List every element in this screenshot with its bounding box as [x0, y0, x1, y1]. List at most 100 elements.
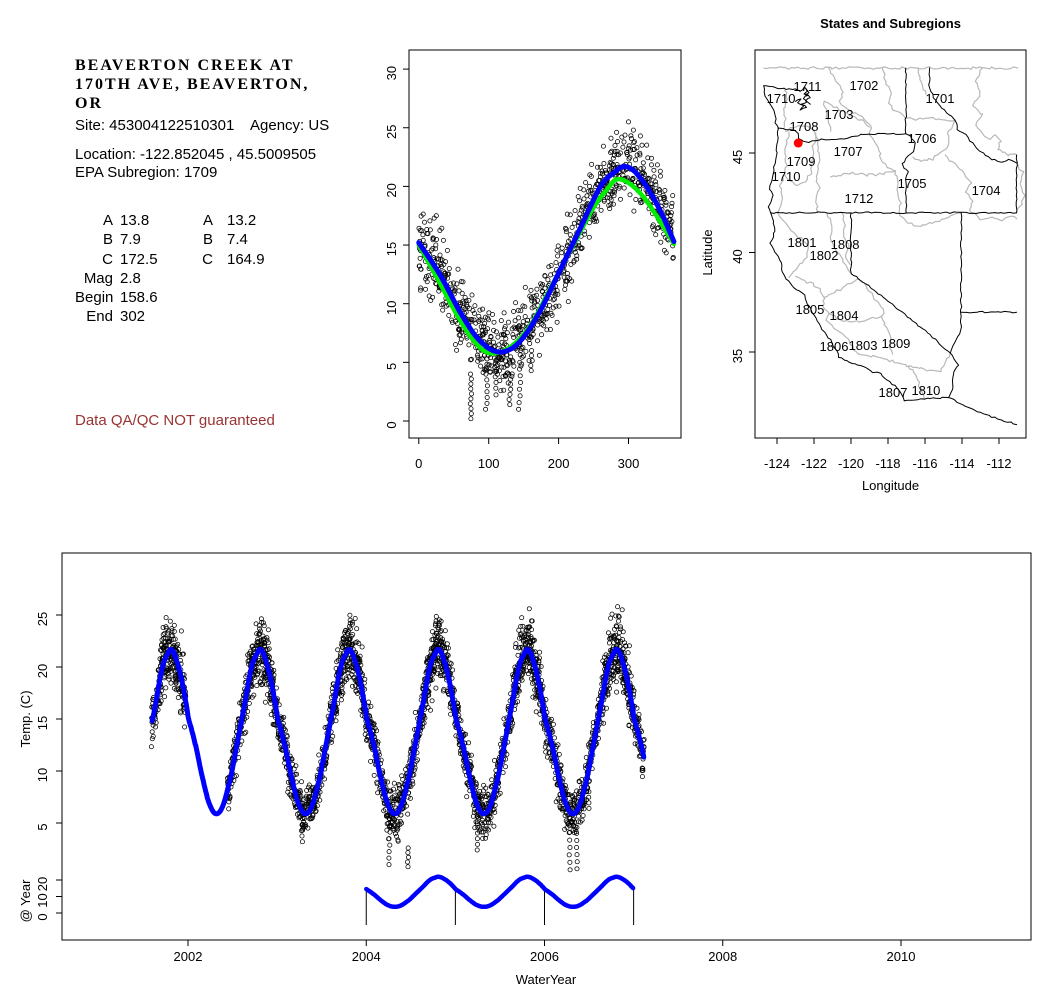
y-tick-label: 10 [384, 300, 399, 314]
data-point [433, 685, 439, 691]
data-point [163, 685, 169, 691]
data-point [254, 683, 260, 689]
y-tick-label: 45 [730, 150, 745, 164]
data-point [433, 614, 439, 619]
data-point [538, 318, 544, 324]
subregion-boundary [972, 67, 1018, 157]
map-title: States and Subregions [820, 16, 961, 31]
data-point [619, 607, 625, 613]
parameter-value: 7.9 [120, 231, 141, 249]
data-point [471, 310, 477, 316]
data-point [515, 307, 521, 313]
parameter-value: 13.2 [227, 212, 257, 229]
data-point [491, 319, 497, 325]
data-point [634, 145, 640, 151]
data-point [495, 334, 501, 340]
data-point [303, 822, 309, 828]
data-point [503, 358, 509, 364]
data-point [507, 359, 513, 365]
data-point [313, 809, 319, 815]
subregion-boundary [857, 352, 951, 373]
data-point [651, 174, 657, 180]
data-point [466, 342, 472, 348]
parameter-name: B [102, 231, 113, 249]
data-point [539, 332, 545, 338]
data-point [504, 330, 510, 336]
map-box [754, 49, 1027, 439]
data-point [477, 307, 483, 313]
parameter-value: 172.5 [120, 250, 158, 268]
data-point [628, 136, 634, 142]
data-point [496, 342, 502, 348]
data-point [587, 172, 593, 178]
data-point [158, 698, 164, 704]
data-point [163, 643, 169, 649]
data-point [484, 389, 490, 395]
data-point [656, 186, 662, 192]
data-point [556, 303, 562, 309]
x-tick-label: 2004 [352, 949, 381, 964]
data-point [448, 661, 454, 667]
data-point [398, 812, 404, 818]
data-point [455, 266, 461, 272]
huc-region-label: 1710 [772, 169, 801, 184]
data-point [442, 628, 448, 634]
subregion-boundary [841, 212, 851, 265]
data-point [601, 161, 607, 166]
data-point [542, 273, 548, 279]
data-point [484, 377, 490, 383]
data-point [514, 347, 520, 353]
data-point [501, 387, 507, 393]
station-info-panel: BEAVERTON CREEK AT 170TH AVE, BEAVERTON,… [75, 0, 415, 460]
data-point [359, 644, 365, 650]
data-point [550, 721, 556, 727]
data-point [427, 218, 433, 224]
state-boundary [804, 87, 811, 105]
data-point [412, 710, 418, 715]
data-point [368, 703, 374, 709]
data-point [448, 281, 454, 287]
data-point [645, 175, 651, 181]
data-point [581, 196, 587, 202]
data-point [617, 150, 623, 156]
data-point [503, 373, 509, 379]
data-point [559, 250, 565, 256]
data-point [169, 626, 175, 632]
plot-box [408, 49, 682, 439]
data-point [535, 338, 540, 344]
huc-region-label: 1803 [849, 338, 878, 353]
data-point [586, 188, 592, 194]
data-point [425, 231, 431, 237]
data-point [630, 175, 636, 181]
data-point [417, 287, 423, 293]
data-point [251, 692, 257, 698]
data-point [663, 202, 669, 208]
data-point [670, 193, 676, 199]
data-point [266, 646, 272, 652]
data-point [260, 620, 266, 626]
data-point [458, 279, 464, 285]
data-point [334, 659, 340, 665]
data-point [493, 380, 499, 385]
huc-region-label: 1807 [879, 385, 908, 400]
data-point [595, 164, 600, 170]
data-point [625, 650, 631, 656]
data-point [256, 668, 262, 674]
data-point [582, 231, 588, 237]
x-tick-label: 2006 [530, 949, 559, 964]
y2-tick-label: 0 [35, 913, 50, 920]
huc-region-label: 1710 [767, 91, 796, 106]
huc-region-label: 1809 [881, 336, 910, 351]
huc-region-label: 1701 [926, 91, 955, 106]
data-point [512, 318, 518, 324]
data-point [640, 165, 646, 171]
state-boundary [903, 396, 1018, 426]
epa-subregion-label: EPA Subregion: 1709 [75, 164, 218, 181]
y-axis-title: Temp. (C) [18, 690, 33, 747]
data-point [432, 666, 438, 672]
data-point [614, 129, 620, 135]
data-point [330, 733, 336, 739]
data-point [449, 319, 455, 325]
data-point [540, 318, 546, 323]
data-point [578, 246, 584, 252]
